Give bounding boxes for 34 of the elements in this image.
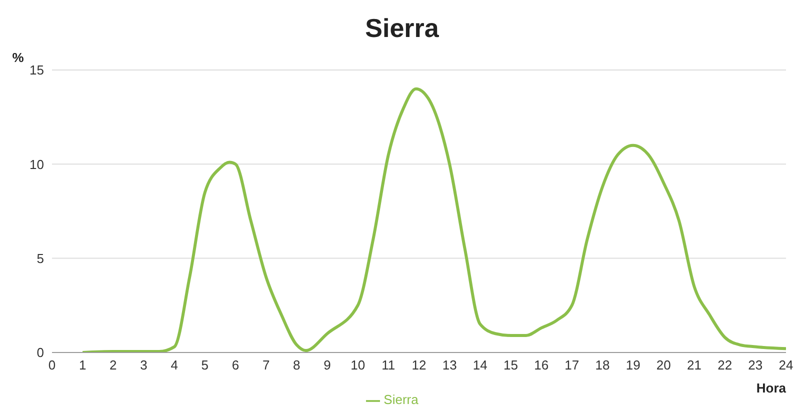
x-axis-title: Hora xyxy=(756,380,787,396)
x-tick-label: 15 xyxy=(504,358,518,373)
x-tick-label: 10 xyxy=(350,358,366,373)
x-tick-label: 6 xyxy=(232,358,240,373)
x-tick-label: 21 xyxy=(687,358,702,373)
x-tick-label: 17 xyxy=(564,358,580,373)
x-tick-label: 2 xyxy=(110,358,117,373)
x-tick-label: 18 xyxy=(595,358,610,373)
x-tick-label: 5 xyxy=(201,358,209,373)
x-tick-label: 19 xyxy=(626,358,640,373)
x-tick-label: 0 xyxy=(48,358,56,373)
x-tick-label: 16 xyxy=(534,358,549,373)
y-axis-title: % xyxy=(12,50,24,65)
y-tick-label: 15 xyxy=(30,62,44,78)
x-tick-label: 14 xyxy=(472,358,488,373)
y-tick-label: 5 xyxy=(36,250,44,266)
line-series xyxy=(81,87,786,352)
y-tick-label: 10 xyxy=(30,156,44,172)
chart-title: Sierra xyxy=(364,12,440,45)
x-tick-label: 22 xyxy=(718,358,732,373)
x-tick-label: 23 xyxy=(748,358,763,373)
x-tick-label: 12 xyxy=(412,358,426,373)
x-tick-label: 3 xyxy=(140,358,148,373)
x-tick-label: 8 xyxy=(293,358,300,373)
x-tick-label: 9 xyxy=(324,358,331,373)
x-tick-label: 7 xyxy=(262,358,270,373)
x-tick-label: 24 xyxy=(778,358,794,373)
x-tick-label: 11 xyxy=(382,358,396,373)
x-tick-label: 20 xyxy=(656,358,671,373)
legend-label: Sierra xyxy=(384,392,418,408)
x-tick-label: 4 xyxy=(170,358,178,373)
y-tick-label: 0 xyxy=(36,345,44,360)
x-tick-label: 1 xyxy=(78,358,86,373)
x-tick-label: 13 xyxy=(442,358,457,373)
